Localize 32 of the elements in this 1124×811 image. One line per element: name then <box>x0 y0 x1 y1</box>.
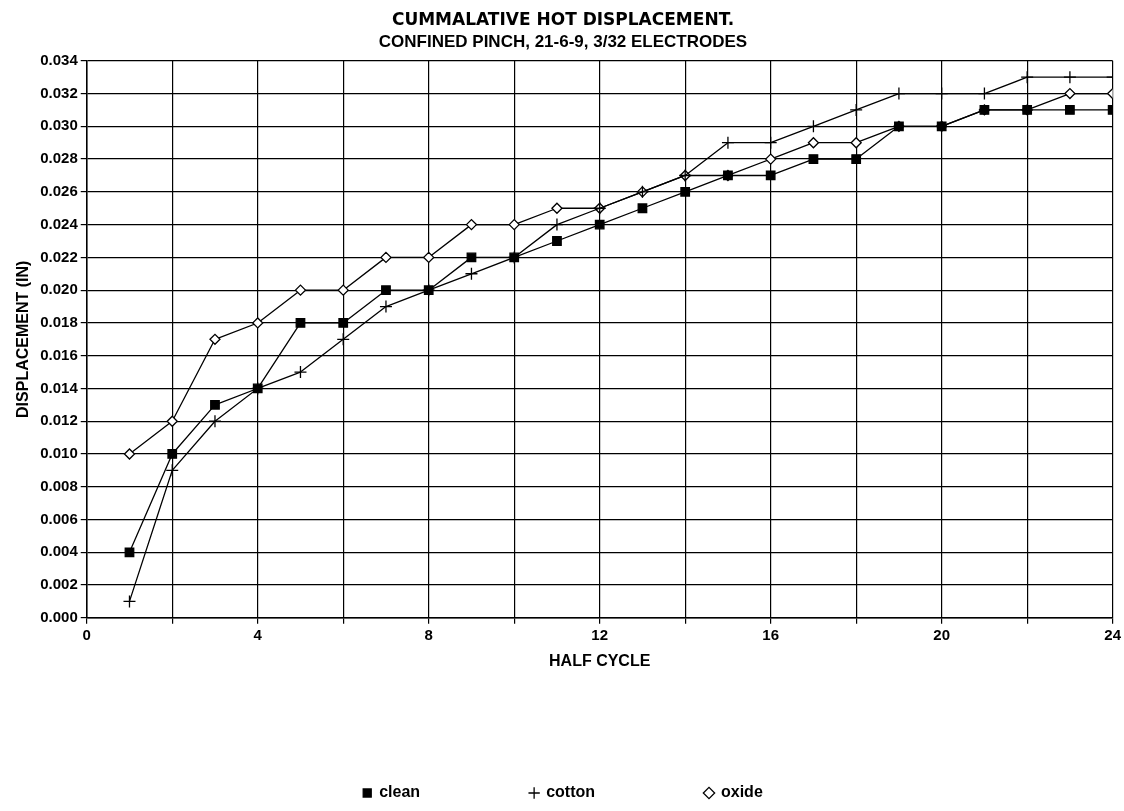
y-tick-label: 0.018 <box>40 313 78 331</box>
y-tick-label: 0.002 <box>40 575 78 593</box>
x-tick-label: 12 <box>591 625 609 643</box>
y-tick-label: 0.034 <box>40 50 79 68</box>
y-tick-label: 0.016 <box>40 345 78 363</box>
y-tick-label: 0.010 <box>40 444 78 462</box>
y-tick-label: 0.030 <box>40 116 78 134</box>
y-tick-label: 0.006 <box>40 509 78 527</box>
chart-title: CUMMALATIVE HOT DISPLACEMENT. <box>391 8 735 29</box>
y-tick-label: 0.020 <box>40 280 78 298</box>
legend-label: cotton <box>546 783 595 801</box>
y-tick-label: 0.024 <box>40 214 79 232</box>
y-tick-label: 0.032 <box>40 83 78 101</box>
chart-subtitle: CONFINED PINCH, 21-6-9, 3/32 ELECTRODES <box>378 32 748 52</box>
y-tick-label: 0.014 <box>40 378 79 396</box>
y-tick-label: 0.026 <box>40 182 78 199</box>
x-tick-label: 4 <box>253 625 263 643</box>
x-axis-title: HALF CYCLE <box>549 651 651 669</box>
x-tick-label: 24 <box>1104 625 1122 643</box>
y-tick-label: 0.028 <box>40 149 78 167</box>
y-tick-label: 0.022 <box>40 247 78 265</box>
x-tick-label: 16 <box>762 625 780 643</box>
y-tick-label: 0.000 <box>40 607 78 625</box>
y-axis-title: DISPLACEMENT (IN) <box>14 260 32 418</box>
legend-label: oxide <box>721 783 763 801</box>
y-tick-label: 0.008 <box>40 476 78 494</box>
y-tick-label: 0.004 <box>40 542 79 560</box>
x-tick-label: 20 <box>933 625 951 643</box>
x-tick-label: 0 <box>82 625 91 643</box>
y-tick-label: 0.012 <box>40 411 78 429</box>
x-tick-label: 8 <box>424 625 433 643</box>
legend-label: clean <box>379 783 421 801</box>
